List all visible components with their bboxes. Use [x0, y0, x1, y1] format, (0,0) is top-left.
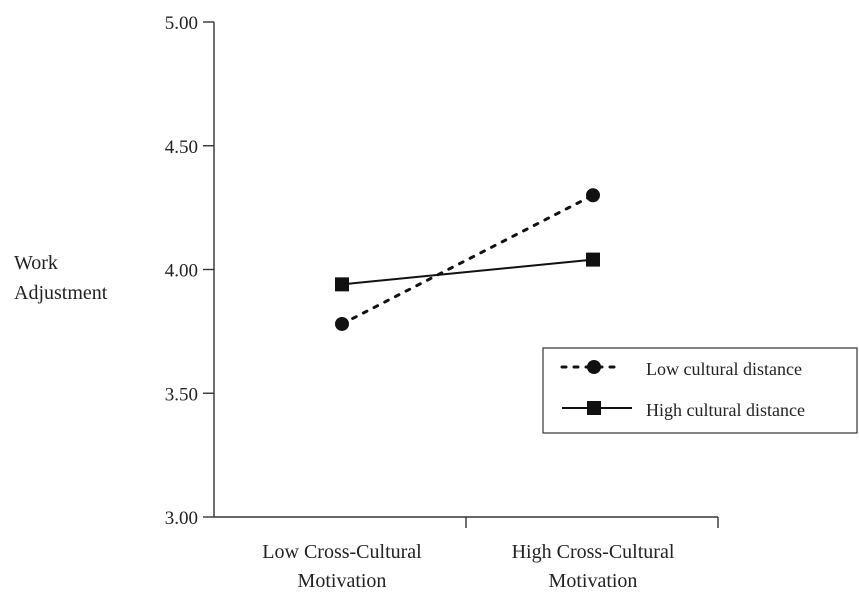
data-point-marker — [335, 316, 349, 331]
x-category-label: Motivation — [298, 570, 387, 592]
y-tick-label: 3.50 — [165, 384, 198, 405]
x-labels: Low Cross-Cultural Motivation High Cross-C… — [262, 541, 675, 592]
legend: Low cultural distance High cultural dist… — [542, 347, 858, 434]
legend-marker-high — [587, 401, 601, 415]
y-tick-label: 4.00 — [165, 261, 198, 282]
y-tick-label: 5.00 — [165, 13, 198, 34]
legend-label-low: Low cultural distance — [646, 359, 802, 379]
x-category-label: Motivation — [549, 570, 638, 592]
legend-label-high: High cultural distance — [646, 400, 805, 420]
data-point-marker — [586, 252, 600, 267]
data-point-marker — [335, 277, 349, 292]
series-line-low-cultural-distance — [340, 193, 595, 326]
data-point-marker — [586, 188, 600, 203]
y-tick-label: 3.00 — [165, 508, 198, 529]
y-axis-title-line-2: Adjustment — [14, 282, 108, 304]
legend-marker-low — [587, 360, 601, 374]
x-category-label: Low Cross-Cultural — [262, 541, 422, 563]
y-tick-label: 4.50 — [165, 137, 198, 158]
x-category-label: High Cross-Cultural — [512, 541, 675, 563]
series-group — [335, 188, 600, 331]
series-line-high-cultural-distance — [341, 258, 594, 286]
y-axis-title-line-1: Work — [14, 252, 58, 274]
y-ticks: 3.00 3.50 4.00 4.50 5.00 — [165, 13, 214, 529]
